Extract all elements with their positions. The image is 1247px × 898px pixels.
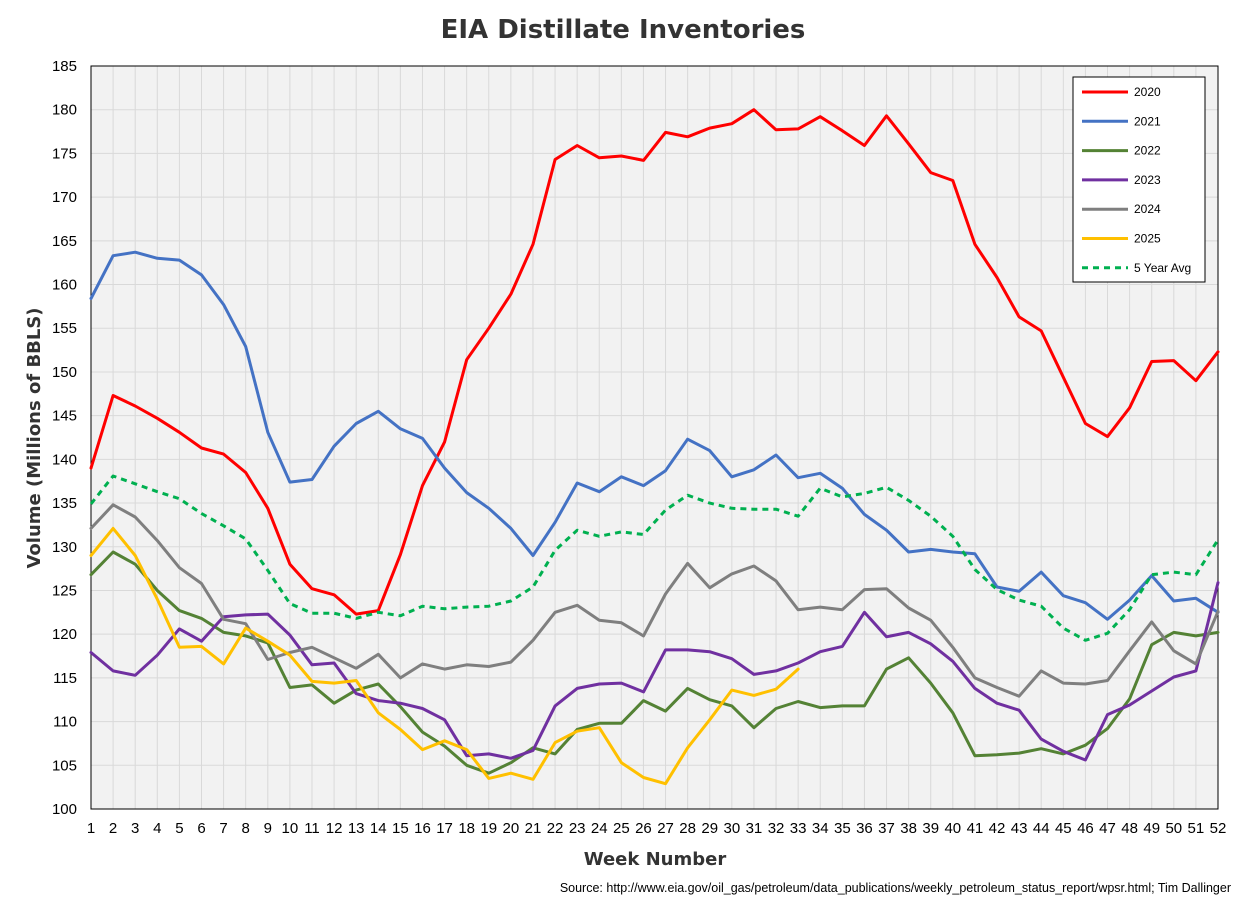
x-tick-label: 17: [436, 820, 453, 837]
plot-border: [90, 65, 1219, 810]
legend-label: 2021: [1134, 114, 1161, 128]
x-tick-label: 13: [348, 820, 365, 837]
series-line-4: [89, 503, 1220, 698]
x-tick-label: 45: [1055, 820, 1072, 837]
x-tick-label: 18: [458, 820, 475, 837]
x-tick-label: 9: [264, 820, 272, 837]
x-tick-label: 42: [989, 820, 1006, 837]
y-tick-label: 155: [52, 320, 77, 337]
y-tick-label: 110: [53, 714, 77, 731]
x-tick-label: 12: [326, 820, 343, 837]
x-tick-label: 28: [679, 820, 696, 837]
x-tick-label: 5: [175, 820, 183, 837]
x-tick-label: 48: [1121, 820, 1138, 837]
y-tick-label: 185: [52, 58, 77, 75]
x-tick-label: 24: [591, 820, 608, 837]
y-tick-label: 145: [52, 408, 77, 425]
y-axis-title: Volume (Millions of BBLS): [24, 307, 45, 568]
plot-area: [91, 66, 1218, 809]
x-tick-label: 52: [1210, 820, 1227, 837]
series-line-6: [89, 474, 1220, 642]
x-tick-label: 36: [856, 820, 873, 837]
y-tick-label: 115: [53, 670, 77, 687]
x-tick-label: 33: [790, 820, 807, 837]
x-tick-label: 47: [1099, 820, 1116, 837]
source-note: Source: http://www.eia.gov/oil_gas/petro…: [560, 881, 1231, 895]
x-tick-label: 27: [657, 820, 674, 837]
x-tick-label: 14: [370, 820, 387, 837]
x-tick-label: 37: [878, 820, 895, 837]
x-tick-label: 26: [635, 820, 652, 837]
y-tick-label: 175: [52, 145, 77, 162]
x-tick-label: 21: [525, 820, 542, 837]
x-tick-label: 32: [768, 820, 785, 837]
x-tick-label: 38: [900, 820, 917, 837]
legend-label: 2025: [1134, 232, 1161, 246]
y-tick-label: 165: [52, 233, 77, 250]
x-axis-ticks: 1 2 3 4 5 6 7 8 9 10 11 12 13 14 15 16 17 18 19 20 21 22 23 24 2…: [87, 820, 1227, 837]
series-line-0: [89, 108, 1220, 616]
legend-label: 2023: [1134, 173, 1161, 187]
x-tick-label: 43: [1011, 820, 1028, 837]
y-tick-label: 160: [52, 277, 77, 294]
x-tick-label: 40: [944, 820, 961, 837]
legend-label: 2022: [1134, 144, 1161, 158]
x-tick-label: 41: [967, 820, 984, 837]
x-tick-label: 8: [242, 820, 250, 837]
y-tick-label: 125: [52, 582, 77, 599]
y-tick-label: 120: [52, 626, 77, 643]
x-tick-label: 29: [701, 820, 718, 837]
y-tick-label: 105: [52, 757, 77, 774]
x-tick-label: 20: [503, 820, 520, 837]
x-tick-label: 2: [109, 820, 117, 837]
series-lines: [89, 108, 1220, 786]
x-tick-label: 1: [87, 820, 95, 837]
x-tick-label: 30: [723, 820, 740, 837]
x-tick-label: 10: [282, 820, 299, 837]
x-tick-label: 25: [613, 820, 630, 837]
y-tick-label: 130: [52, 539, 77, 556]
series-line-1: [89, 250, 1220, 621]
x-tick-label: 34: [812, 820, 829, 837]
y-axis-ticks: 100 105 110 115 120 125 130 135 140 145 150 155 160 1…: [52, 58, 77, 818]
x-tick-label: 11: [304, 820, 320, 837]
x-tick-label: 51: [1188, 820, 1205, 837]
series-line-5: [89, 526, 800, 786]
series-line-2: [89, 550, 1220, 775]
y-tick-label: 170: [52, 189, 77, 206]
legend-label: 2020: [1134, 85, 1161, 99]
x-tick-label: 16: [414, 820, 431, 837]
x-tick-label: 39: [922, 820, 939, 837]
y-tick-label: 180: [52, 102, 77, 119]
legend: 2020 2021 2022 2023 2024 2025 5 Year Avg: [1072, 76, 1206, 283]
y-tick-label: 150: [52, 364, 77, 381]
x-tick-label: 31: [746, 820, 763, 837]
chart-title: EIA Distillate Inventories: [441, 15, 806, 45]
x-tick-label: 6: [197, 820, 205, 837]
x-tick-label: 15: [392, 820, 409, 837]
x-tick-label: 3: [131, 820, 139, 837]
x-axis-title: Week Number: [584, 849, 727, 870]
x-tick-label: 49: [1143, 820, 1160, 837]
x-tick-label: 23: [569, 820, 586, 837]
x-tick-label: 46: [1077, 820, 1094, 837]
y-tick-label: 140: [52, 451, 77, 468]
x-tick-label: 22: [547, 820, 564, 837]
x-tick-label: 35: [834, 820, 851, 837]
x-tick-label: 4: [153, 820, 161, 837]
legend-label: 5 Year Avg: [1134, 261, 1191, 275]
y-tick-label: 100: [52, 801, 77, 818]
x-tick-label: 19: [480, 820, 497, 837]
series-line-3: [89, 581, 1220, 762]
x-tick-label: 7: [219, 820, 227, 837]
x-tick-label: 50: [1165, 820, 1182, 837]
x-tick-label: 44: [1033, 820, 1050, 837]
legend-label: 2024: [1134, 202, 1161, 216]
y-tick-label: 135: [52, 495, 77, 512]
